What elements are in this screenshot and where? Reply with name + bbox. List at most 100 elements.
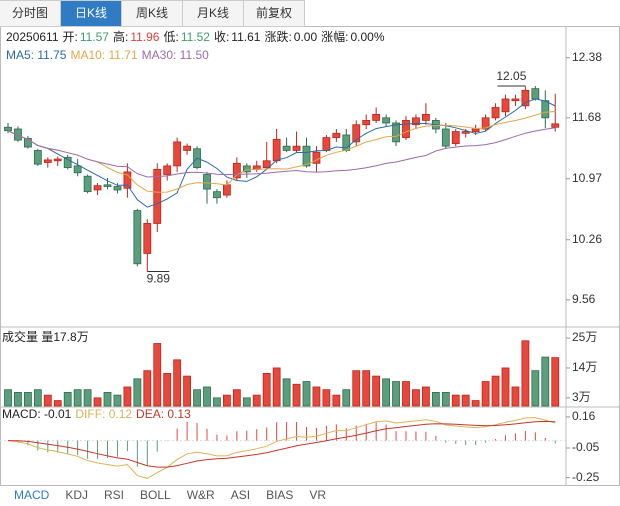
volume-bar	[93, 397, 102, 407]
volume-label: 成交量 量17.8万	[2, 330, 89, 344]
volume-bar	[471, 400, 480, 407]
y-tick-label: 14万	[572, 360, 597, 374]
indicator-tabs: MACD KDJ RSI BOLL W&R ASI BIAS VR	[6, 486, 334, 504]
y-tick-label: 25万	[572, 330, 597, 344]
info-label: 涨跌:	[264, 30, 292, 44]
info-label: 低:	[163, 30, 179, 44]
candle-body	[33, 150, 42, 165]
indicator-tab[interactable]: VR	[309, 488, 327, 502]
volume-bar	[372, 375, 381, 407]
macd-line	[7, 417, 556, 479]
volume-bar	[451, 394, 460, 407]
volume-bar	[103, 392, 112, 407]
candle-body	[123, 171, 132, 189]
volume-bar	[551, 357, 560, 407]
volume-bar	[242, 397, 251, 407]
candle-body	[173, 141, 182, 167]
volume-bar	[292, 383, 301, 407]
indicator-tab[interactable]: RSI	[104, 488, 125, 502]
indicator-tab[interactable]: BOLL	[140, 488, 171, 502]
volume-bar	[123, 386, 132, 407]
volume-bar	[282, 378, 291, 407]
y-tick-label: 12.38	[572, 50, 602, 64]
volume-bar	[33, 389, 42, 407]
candle-body	[23, 138, 32, 148]
tab[interactable]: 月K线	[183, 0, 244, 27]
volume-bar	[312, 386, 321, 407]
candle-body	[322, 137, 331, 151]
y-tick-label: -0.05	[572, 440, 600, 454]
volume-bar	[262, 372, 271, 407]
candle-body	[272, 138, 281, 162]
volume-bar	[402, 381, 410, 407]
candle-body	[402, 120, 410, 138]
volume-bar	[421, 386, 430, 407]
info-label: 涨幅:	[321, 30, 349, 44]
candle-body	[421, 113, 430, 121]
candle-body	[282, 145, 291, 151]
volume-bar	[23, 392, 32, 407]
indicator-tab[interactable]: KDJ	[65, 488, 89, 502]
candle-body	[14, 128, 22, 141]
tab[interactable]: 前复权	[244, 0, 305, 27]
volume-bar	[193, 389, 201, 407]
macd-line	[7, 420, 556, 468]
info-value: 11.61	[231, 30, 261, 44]
candle-body	[292, 145, 301, 151]
macd-legend-item: MACD: -0.01	[2, 407, 72, 421]
volume-bar	[83, 389, 92, 407]
candle-body	[262, 160, 271, 169]
candle-body	[362, 120, 371, 126]
volume-bar	[163, 372, 172, 407]
volume-bar	[53, 400, 62, 407]
volume-bar	[332, 394, 341, 407]
indicator-tab[interactable]: MACD	[14, 488, 50, 502]
volume-bar	[4, 389, 12, 407]
indicator-tab[interactable]: ASI	[230, 488, 251, 502]
info-line: 20250611 开: 11.57 高: 11.96 低: 11.52 收: 11.61 涨跌: 0…	[6, 28, 389, 45]
tab[interactable]: 分时图	[0, 0, 61, 27]
volume-bar	[153, 343, 162, 407]
volume-bar	[501, 367, 510, 407]
y-tick-label: 9.56	[572, 292, 596, 306]
volume-bar	[143, 370, 152, 407]
candle-body	[471, 128, 480, 132]
indicator-tab[interactable]: BIAS	[266, 488, 294, 502]
tab[interactable]: 周K线	[122, 0, 183, 27]
candle-body	[511, 98, 520, 102]
candle-body	[4, 126, 12, 132]
volume-bar	[213, 397, 221, 407]
volume-bar	[173, 359, 182, 407]
volume-bar	[541, 356, 550, 407]
tab[interactable]: 日K线	[61, 0, 122, 27]
candle-body	[232, 162, 241, 179]
info-value: 11.96	[130, 30, 160, 44]
y-tick-label: 11.68	[572, 110, 601, 124]
candle-body	[521, 89, 530, 107]
candle-body	[392, 122, 400, 143]
candle-body	[451, 131, 460, 144]
volume-bar	[521, 340, 530, 407]
volume-bar	[63, 392, 72, 407]
candle-body	[143, 223, 152, 254]
info-label: 开:	[62, 30, 78, 44]
candle-body	[73, 165, 82, 174]
candle-body	[352, 124, 361, 143]
volume-bar	[43, 394, 52, 407]
indicator-tab[interactable]: W&R	[186, 488, 215, 502]
candle-body	[312, 151, 321, 164]
volume-bar	[342, 389, 351, 407]
info-value: 0.00	[293, 30, 318, 44]
y-tick-label: 0.16	[572, 409, 596, 423]
volume-bar	[222, 394, 231, 407]
volume-bar	[491, 375, 500, 407]
info-value: 11.52	[180, 30, 210, 44]
info-label: 高:	[112, 30, 129, 44]
candle-body	[332, 132, 341, 138]
volume-bar	[392, 381, 400, 407]
candle-body	[302, 145, 311, 167]
ma-line	[7, 127, 556, 178]
candle-body	[153, 168, 162, 224]
